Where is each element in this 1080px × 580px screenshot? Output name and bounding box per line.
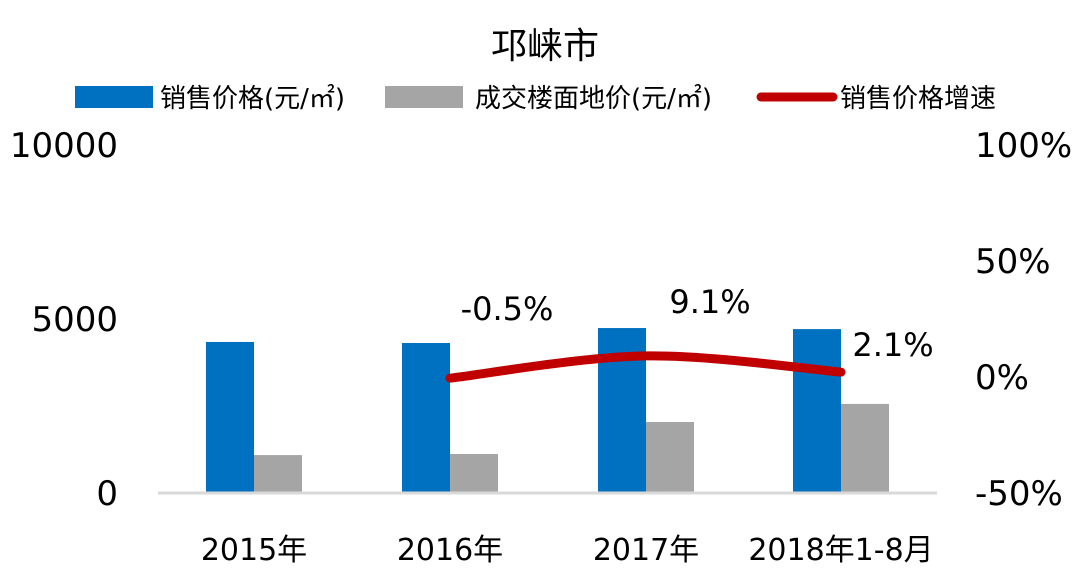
bar	[450, 454, 498, 493]
category-label: 2018年1-8月	[748, 533, 933, 568]
x-axis-labels: 2015年 2016年 2017年 2018年1-8月	[201, 533, 934, 568]
legend-swatch	[385, 86, 463, 108]
bar	[841, 403, 889, 493]
bar	[793, 329, 841, 493]
right-tick-label: 50%	[975, 242, 1051, 282]
chart-title: 邛崃市	[491, 26, 599, 67]
growth-line-path	[445, 351, 846, 383]
right-axis: -50% 0% 50% 100%	[975, 126, 1072, 514]
bars	[206, 328, 889, 493]
bar	[206, 341, 254, 493]
data-label: 9.1%	[669, 283, 750, 321]
right-tick-label: 0%	[975, 358, 1029, 398]
bar	[254, 455, 302, 493]
legend-swatch	[75, 86, 153, 108]
data-label: 2.1%	[852, 326, 933, 364]
category-label: 2017年	[593, 533, 699, 568]
category-label: 2015年	[201, 533, 307, 568]
left-tick-label: 5000	[31, 300, 118, 340]
legend-label: 销售价格增速	[840, 84, 996, 114]
bar	[646, 422, 694, 493]
category-label: 2016年	[397, 533, 503, 568]
legend-label: 销售价格(元/㎡)	[160, 84, 345, 114]
left-tick-label: 10000	[10, 126, 118, 166]
legend: 销售价格(元/㎡) 成交楼面地价(元/㎡) 销售价格增速	[75, 84, 996, 114]
growth-line: -0.5% 9.1% 2.1%	[445, 283, 934, 383]
data-label: -0.5%	[461, 290, 554, 328]
bar	[402, 343, 450, 493]
left-tick-label: 0	[96, 474, 118, 514]
legend-label: 成交楼面地价(元/㎡)	[475, 84, 712, 114]
right-tick-label: 100%	[975, 126, 1072, 166]
left-axis: 0 5000 10000	[10, 126, 118, 514]
right-tick-label: -50%	[975, 474, 1063, 514]
